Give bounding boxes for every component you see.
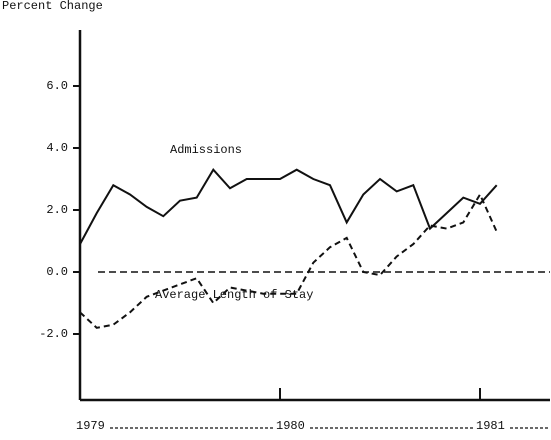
x-tick-label: 1980 [276, 419, 305, 433]
y-tick-label: 0.0 [46, 265, 68, 279]
x-tick-label: 1979 [76, 419, 105, 433]
series-label: Admissions [170, 143, 242, 157]
x-tick-label: 1981 [476, 419, 505, 433]
series-label: Average Length of Stay [155, 288, 313, 302]
y-tick-label: -2.0 [39, 327, 68, 341]
series-line [79, 192, 498, 329]
chart-title: Percent Change [2, 0, 103, 13]
y-tick-label: 2.0 [46, 203, 68, 217]
series-line [79, 168, 498, 245]
y-tick-label: 4.0 [46, 141, 68, 155]
y-tick-label: 6.0 [46, 79, 68, 93]
